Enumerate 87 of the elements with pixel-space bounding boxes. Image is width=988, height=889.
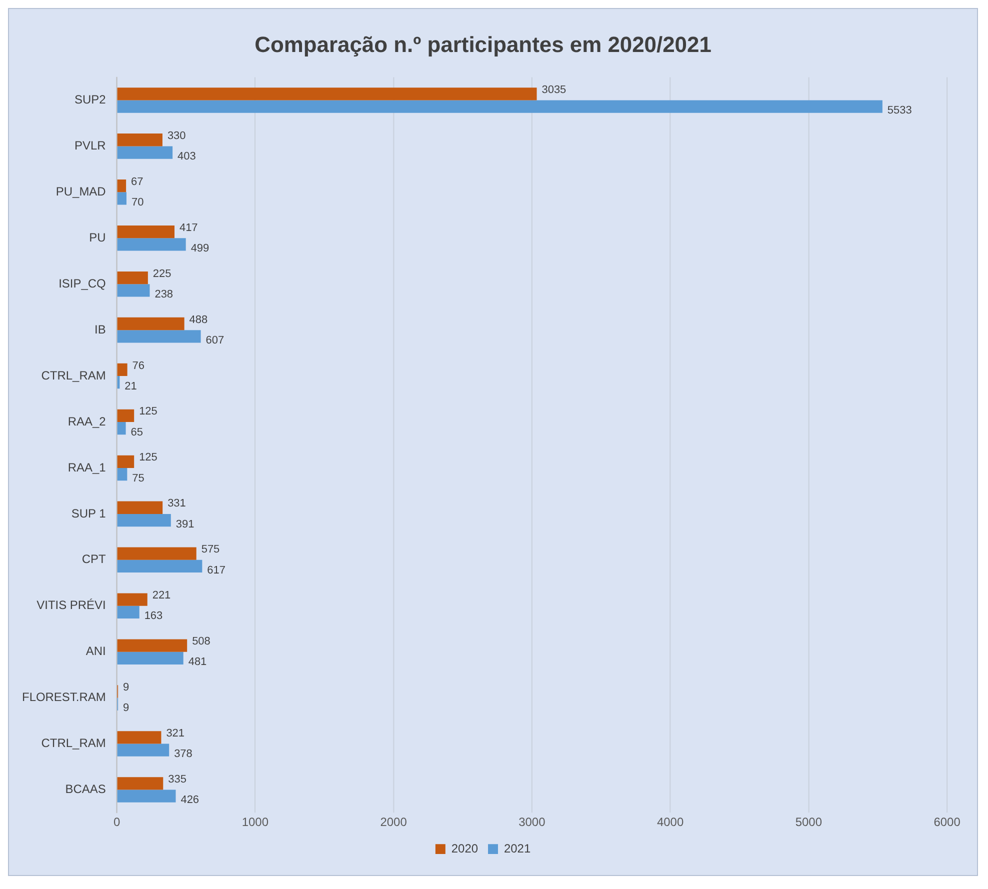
bar: [117, 639, 188, 652]
bar: [117, 514, 171, 527]
x-tick-label: 6000: [934, 815, 961, 830]
data-label: 335: [168, 773, 186, 786]
x-tick-label: 5000: [795, 815, 822, 830]
y-tick-label: PVLR: [74, 138, 106, 152]
bar: [117, 501, 163, 514]
y-tick-label: ANI: [86, 644, 106, 658]
data-label: 330: [167, 130, 186, 142]
bar: [117, 363, 128, 376]
data-label: 163: [144, 610, 163, 622]
bar: [117, 238, 186, 251]
bar: [117, 192, 126, 205]
x-tick-label: 3000: [518, 815, 546, 830]
data-label: 488: [189, 314, 208, 326]
y-tick-label: CPT: [82, 552, 106, 566]
bar: [117, 560, 202, 573]
y-tick-label: RAA_1: [68, 460, 106, 474]
x-tick-label: 0: [113, 815, 120, 830]
data-label: 225: [152, 268, 172, 280]
data-label: 125: [139, 452, 158, 464]
bar: [117, 422, 126, 435]
bar: [117, 180, 126, 192]
x-tick-label: 4000: [656, 815, 684, 830]
x-tick-label: 1000: [242, 815, 269, 830]
data-label: 70: [131, 196, 144, 208]
y-tick-label: VITIS PRÉVI: [36, 598, 106, 612]
data-label: 76: [132, 360, 144, 372]
bar: [117, 468, 128, 481]
data-label: 575: [201, 544, 220, 556]
y-tick-label: BCAAS: [65, 782, 106, 796]
data-label: 5533: [887, 104, 912, 117]
data-label: 481: [188, 656, 207, 668]
y-tick-label: RAA_2: [68, 414, 106, 428]
bar: [117, 777, 164, 790]
data-label: 331: [168, 498, 186, 510]
data-label: 417: [179, 222, 198, 234]
bar: [117, 652, 184, 664]
data-label: 221: [152, 590, 171, 602]
legend-label: 2020: [451, 841, 478, 856]
data-label: 9: [123, 682, 130, 694]
legend-label: 2021: [504, 841, 531, 856]
bar: [117, 146, 173, 159]
bar: [117, 593, 148, 606]
y-tick-label: SUP2: [74, 92, 106, 107]
bar: [117, 790, 176, 802]
data-label: 426: [180, 794, 200, 806]
y-tick-label: IB: [94, 322, 106, 336]
bar: [117, 100, 882, 113]
data-label: 3035: [542, 84, 566, 96]
bar: [117, 330, 201, 343]
bar: [117, 731, 162, 744]
data-label: 125: [139, 406, 158, 418]
data-label: 67: [131, 176, 144, 188]
bar: [117, 455, 134, 468]
bar: [117, 134, 162, 146]
data-label: 75: [132, 472, 144, 484]
bar: [117, 547, 196, 560]
data-label: 21: [124, 380, 137, 392]
bar: [117, 225, 174, 238]
data-label: 378: [174, 748, 192, 760]
bar: [117, 744, 170, 756]
y-tick-label: ISIP_CQ: [58, 276, 106, 290]
chart-title: Comparação n.º participantes em 2020/2021: [254, 32, 712, 58]
data-label: 65: [130, 426, 143, 438]
data-label: 9: [123, 702, 130, 714]
bar: [117, 409, 134, 422]
bar: [117, 88, 537, 100]
bar: [117, 284, 150, 297]
data-label: 403: [178, 150, 196, 163]
data-label: 499: [190, 242, 210, 254]
bar: [117, 317, 184, 330]
data-label: 617: [207, 564, 226, 576]
y-tick-label: CTRL_RAM: [41, 736, 106, 750]
y-tick-label: PU: [89, 230, 106, 244]
y-tick-label: CTRL_RAM: [41, 368, 106, 382]
data-label: 238: [154, 288, 174, 300]
bar: [117, 271, 148, 284]
y-tick-label: SUP 1: [71, 506, 106, 520]
data-label: 508: [192, 636, 210, 648]
data-label: 607: [206, 334, 224, 346]
y-tick-label: PU_MAD: [56, 184, 106, 198]
bar: [117, 606, 140, 619]
y-tick-label: FLOREST.RAM: [22, 690, 106, 704]
x-tick-label: 2000: [380, 815, 408, 830]
data-label: 321: [166, 728, 185, 740]
data-label: 391: [176, 518, 194, 530]
